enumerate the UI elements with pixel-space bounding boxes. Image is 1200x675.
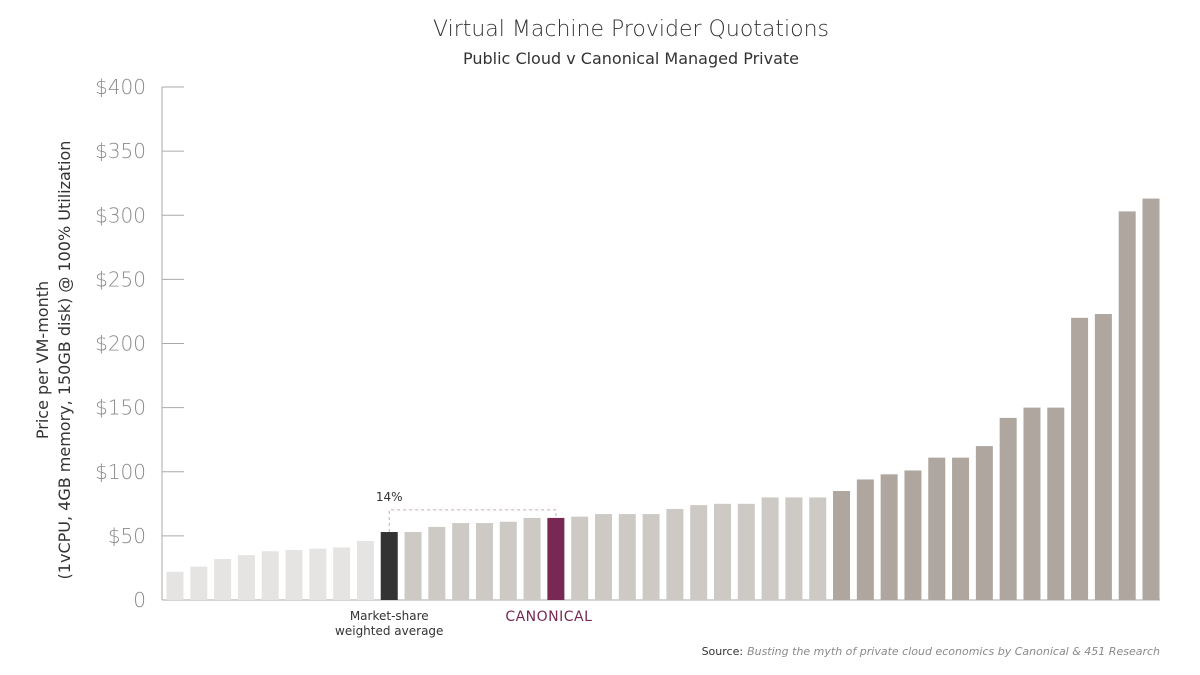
bar [761,497,779,600]
bar [428,526,446,600]
bar [1071,317,1089,600]
y-axis-label-line1: Price per VM-month [33,281,52,439]
bar [594,514,612,600]
y-tick-label: $400 [95,75,146,99]
bar [642,514,660,600]
bar [571,516,589,600]
bars-group [166,198,1160,600]
source-text: Busting the myth of private cloud econom… [747,645,1160,658]
bar [904,470,922,600]
bar [880,474,898,600]
bar [809,497,827,600]
bar [690,505,708,600]
bar [999,417,1017,600]
bar [618,514,636,600]
y-axis-label-line2: (1vCPU, 4GB memory, 150GB disk) @ 100% U… [55,141,74,580]
y-tick-label: $200 [95,332,146,356]
bar [856,479,874,600]
bar [261,551,279,600]
bar [285,549,303,600]
chart-title: Virtual Machine Provider Quotations [433,17,829,42]
y-tick-label: $350 [95,139,146,163]
bar [1023,407,1041,600]
average-label-line2: weighted average [335,624,443,638]
bar [190,566,208,600]
bar [737,503,755,600]
bar [452,523,470,600]
bar [1094,314,1112,600]
bar [1047,407,1065,600]
y-tick-label: 0 [133,588,146,612]
bar [952,457,970,600]
bar [523,517,541,600]
bar [928,457,946,600]
source-prefix: Source: [702,645,744,658]
bar [1142,198,1160,600]
bar [475,523,493,600]
difference-label: 14% [376,490,403,504]
bar [356,541,374,600]
difference-bracket [388,509,557,533]
bar [499,521,517,600]
y-axis-ticks: 0 $50 $100 $150 $200 $250 $300 $350 $400 [95,75,184,612]
bar [785,497,803,600]
y-tick-label: $150 [95,396,146,420]
chart-subtitle: Public Cloud v Canonical Managed Private [463,49,799,68]
bar-canonical [547,517,565,600]
y-tick-label: $300 [95,203,146,227]
bar [237,555,255,600]
bar-weighted-average [380,532,398,600]
bar [714,503,732,600]
y-tick-label: $50 [108,524,146,548]
y-tick-label: $100 [95,460,146,484]
source-note: Source: Busting the myth of private cloud… [702,645,1160,658]
bar [666,508,684,600]
y-tick-label: $250 [95,267,146,291]
bar [975,446,993,600]
average-label-line1: Market-share [350,609,429,623]
bar [166,571,184,600]
canonical-logo-label: CANONICAL [505,609,592,625]
bar [404,532,422,600]
bar [309,548,327,600]
bar [833,490,851,600]
bar [1118,211,1136,600]
bar [214,558,232,600]
bar [333,547,351,600]
